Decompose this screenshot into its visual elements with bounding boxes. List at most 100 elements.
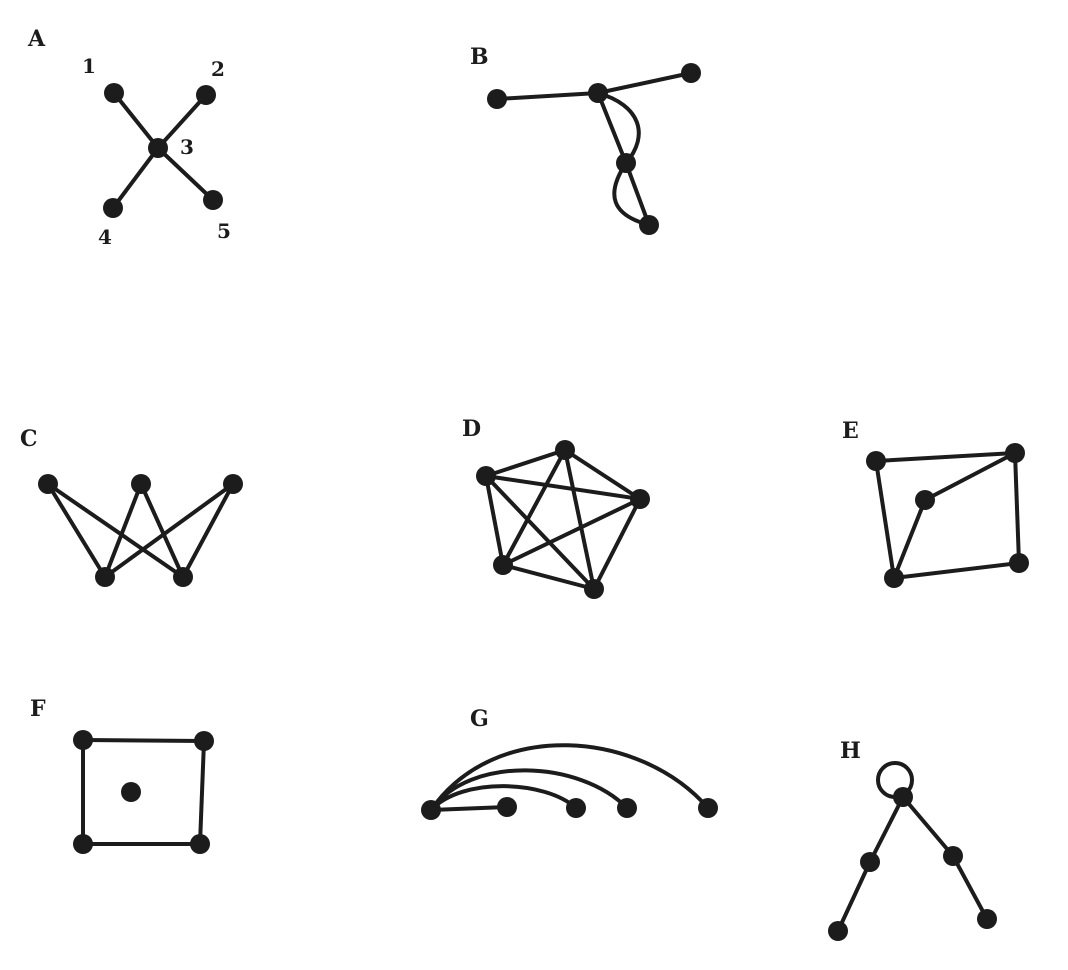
panel-e: E [842, 418, 1029, 588]
panel-d-label: D [462, 416, 481, 442]
vertex-label-3: 3 [180, 135, 194, 159]
vertex-label-5: 5 [217, 219, 231, 243]
edge [923, 451, 1017, 502]
panel-a: A 1 2 3 4 5 [27, 26, 231, 249]
edge [563, 448, 642, 501]
panel-c-label: C [20, 426, 38, 452]
panel-h-label: H [840, 738, 861, 764]
panel-h: H [828, 738, 997, 941]
panel-c: C [20, 426, 243, 587]
vertex [860, 852, 880, 872]
edge [112, 91, 160, 150]
vertex-isolated [121, 782, 141, 802]
edge [892, 561, 1021, 580]
edge [596, 91, 641, 165]
vertex [190, 834, 210, 854]
vertex [73, 730, 93, 750]
vertex-3 [148, 138, 168, 158]
edge [484, 448, 567, 478]
vertex [893, 787, 913, 807]
vertex [943, 846, 963, 866]
edge [484, 474, 505, 567]
edge [156, 146, 215, 202]
vertex [194, 731, 214, 751]
edge [874, 451, 1017, 463]
edge [495, 91, 600, 101]
edge [139, 482, 185, 579]
edge [868, 795, 905, 864]
edge [198, 739, 206, 846]
edge [111, 146, 160, 210]
edge [81, 738, 206, 743]
vertex [616, 153, 636, 173]
edge [429, 784, 578, 812]
edge [501, 563, 596, 591]
panel-b: B [470, 44, 701, 235]
vertex [555, 440, 575, 460]
vertex [73, 834, 93, 854]
vertex [95, 567, 115, 587]
vertex-4 [103, 198, 123, 218]
vertex [487, 89, 507, 109]
edge [501, 497, 642, 567]
panel-a-label: A [27, 26, 46, 52]
edge [46, 482, 107, 579]
panel-b-label: B [470, 44, 489, 70]
edge [429, 805, 509, 812]
edge [592, 497, 642, 591]
edge [596, 71, 693, 95]
vertex-label-2: 2 [211, 57, 225, 81]
vertex [828, 921, 848, 941]
vertex-label-4: 4 [98, 225, 112, 249]
edge [156, 93, 208, 150]
vertex [223, 474, 243, 494]
vertex [493, 555, 513, 575]
panel-d: D [462, 416, 650, 599]
edge [874, 459, 896, 580]
vertex [476, 466, 496, 486]
edge [951, 854, 989, 921]
vertex [698, 798, 718, 818]
edge [836, 860, 872, 933]
vertex [681, 63, 701, 83]
edge [181, 482, 235, 579]
edge [429, 768, 629, 812]
panel-e-label: E [842, 418, 859, 444]
edge [103, 482, 143, 579]
edge [892, 498, 927, 580]
vertex-1 [104, 83, 124, 103]
vertex-2 [196, 85, 216, 105]
edge [563, 448, 596, 591]
vertex [884, 568, 904, 588]
edge [612, 161, 651, 227]
panel-g-label: G [470, 706, 489, 732]
edge [46, 482, 185, 579]
vertex [584, 579, 604, 599]
vertex [639, 215, 659, 235]
vertex [866, 451, 886, 471]
edge [901, 795, 955, 858]
vertex [617, 798, 637, 818]
vertex [566, 798, 586, 818]
vertex [1009, 553, 1029, 573]
edge [484, 474, 596, 591]
vertex [497, 797, 517, 817]
panel-g: G [421, 706, 718, 820]
panel-f-label: F [30, 696, 46, 722]
edge [596, 91, 628, 165]
vertex [588, 83, 608, 103]
vertex [131, 474, 151, 494]
vertex [38, 474, 58, 494]
panel-f: F [30, 696, 214, 854]
edge [484, 474, 642, 501]
edge [429, 743, 710, 812]
vertex [977, 909, 997, 929]
vertex-5 [203, 190, 223, 210]
vertex [915, 490, 935, 510]
vertex [630, 489, 650, 509]
vertex [173, 567, 193, 587]
edge [103, 482, 235, 579]
edge [501, 448, 567, 567]
